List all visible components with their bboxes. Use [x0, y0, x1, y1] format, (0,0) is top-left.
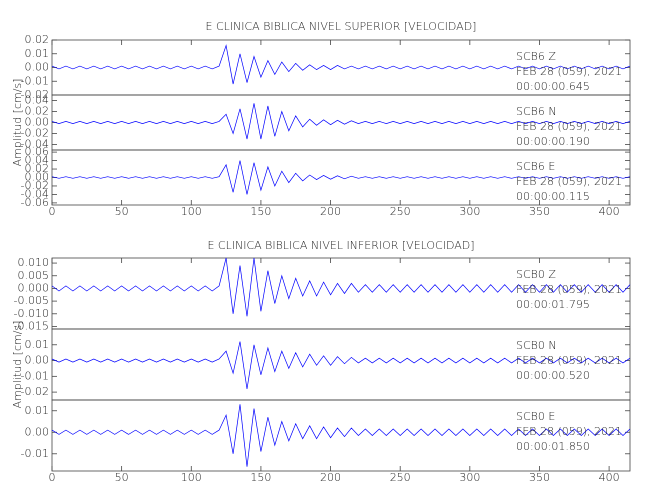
x-tick-label: 0: [49, 205, 56, 218]
x-tick-label: 50: [115, 471, 129, 484]
x-tick-label: 400: [599, 205, 620, 218]
trace-station: SCB0 E: [516, 410, 555, 423]
trace-date: FEB 28 (059), 2021: [516, 65, 622, 78]
y-tick-label: -0.01: [21, 447, 49, 460]
trace-date: FEB 28 (059), 2021: [516, 354, 622, 367]
x-tick-label: 150: [250, 471, 271, 484]
y-tick-label: -0.02: [21, 179, 49, 192]
trace-station: SCB6 E: [516, 160, 555, 173]
y-tick-label: -0.01: [21, 369, 49, 382]
y-tick-label: -0.02: [21, 385, 49, 398]
y-tick-label: 0.02: [25, 105, 50, 118]
trace-time: 00:00:00.645: [516, 80, 590, 93]
y-tick-label: 0.00: [25, 171, 50, 184]
y-tick-label: -0.005: [14, 294, 49, 307]
y-tick-label: 0.02: [25, 162, 50, 175]
waveform: [51, 257, 631, 317]
panel-frame: [51, 399, 631, 472]
chart-title: E CLINICA BIBLICA NIVEL SUPERIOR [VELOCI…: [206, 20, 477, 33]
trace-date: FEB 28 (059), 2021: [516, 425, 622, 438]
trace-date: FEB 28 (059), 2021: [516, 175, 622, 188]
y-tick-label: 0.01: [25, 338, 50, 351]
y-tick-label: 0.04: [25, 94, 50, 107]
y-tick-label: -0.01: [21, 74, 49, 87]
y-tick-label: -0.04: [21, 187, 49, 200]
x-tick-label: 150: [250, 205, 271, 218]
y-tick-label: 0.00: [25, 354, 50, 367]
y-tick-label: -0.06: [21, 196, 49, 209]
y-tick-label: 0.01: [25, 404, 50, 417]
x-tick-label: 400: [599, 471, 620, 484]
x-tick-label: 0: [49, 471, 56, 484]
waveform: [51, 160, 631, 195]
x-tick-label: 300: [459, 205, 480, 218]
x-tick-label: 100: [181, 205, 202, 218]
trace-time: 00:00:01.795: [516, 298, 590, 311]
y-axis-label: Amplitud [cm/s]: [11, 321, 24, 409]
trace-time: 00:00:00.190: [516, 135, 590, 148]
trace-time: 00:00:01.850: [516, 440, 590, 453]
y-tick-label: 0.06: [25, 145, 50, 158]
trace-time: 00:00:00.520: [516, 369, 590, 382]
x-tick-label: 350: [529, 471, 550, 484]
waveform: [51, 341, 631, 390]
trace-station: SCB0 N: [516, 339, 557, 352]
x-tick-label: 50: [115, 205, 129, 218]
y-axis-label: Amplitud [cm/s]: [11, 79, 24, 167]
y-tick-label: 0.02: [25, 33, 50, 46]
x-tick-label: 200: [320, 205, 341, 218]
trace-date: FEB 28 (059), 2021: [516, 283, 622, 296]
y-tick-label: 0.000: [18, 281, 50, 294]
y-tick-label: 0.010: [18, 256, 50, 269]
x-tick-label: 350: [529, 205, 550, 218]
waveform: [51, 44, 631, 85]
y-tick-label: 0.01: [25, 47, 50, 60]
trace-station: SCB0 Z: [516, 268, 556, 281]
x-tick-label: 300: [459, 471, 480, 484]
trace-time: 00:00:00.115: [516, 190, 590, 203]
y-tick-label: -0.010: [14, 307, 49, 320]
waveform: [51, 404, 631, 467]
y-tick-label: -0.015: [14, 319, 49, 332]
x-tick-label: 250: [390, 205, 411, 218]
waveform: [51, 103, 631, 140]
x-tick-label: 200: [320, 471, 341, 484]
y-tick-label: -0.02: [21, 88, 49, 101]
x-tick-label: 100: [181, 471, 202, 484]
y-tick-label: -0.04: [21, 138, 49, 151]
y-tick-label: 0.005: [18, 269, 50, 282]
y-tick-label: 0.04: [25, 154, 50, 167]
y-tick-label: -0.02: [21, 127, 49, 140]
chart-title: E CLINICA BIBLICA NIVEL INFERIOR [VELOCI…: [207, 239, 474, 252]
trace-station: SCB6 Z: [516, 50, 556, 63]
x-tick-label: 250: [390, 471, 411, 484]
y-tick-label: 0.00: [25, 425, 50, 438]
trace-station: SCB6 N: [516, 105, 557, 118]
y-tick-label: 0.00: [25, 61, 50, 74]
trace-date: FEB 28 (059), 2021: [516, 120, 622, 133]
y-tick-label: 0.00: [25, 116, 50, 129]
